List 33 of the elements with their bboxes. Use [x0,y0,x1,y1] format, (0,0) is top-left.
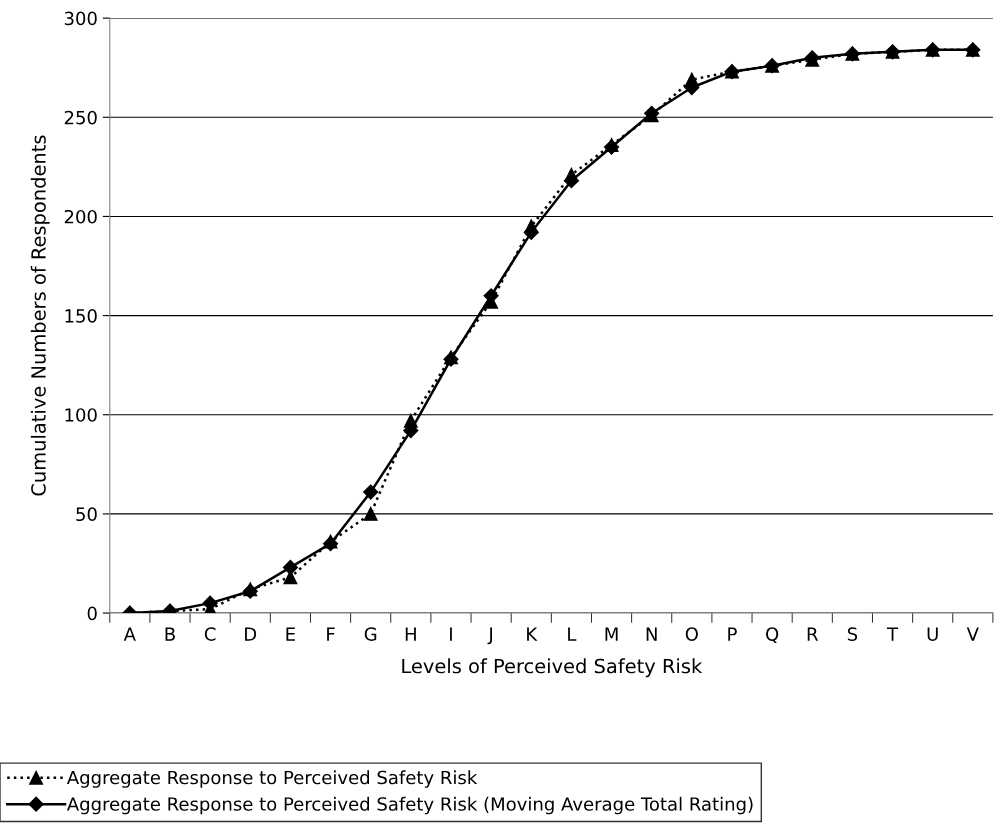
y-tick-label: 50 [76,507,97,522]
y-tick-label: 150 [65,309,97,323]
y-axis-title: Cumulative Numbers of Respondents [30,135,50,496]
x-tick-label: O [685,627,698,641]
x-tick-label: Q [766,627,779,643]
x-tick-label: L [568,627,577,641]
x-tick-label: K [527,627,538,641]
x-tick-label: F [327,627,335,641]
x-tick-label: G [364,627,377,641]
y-tick-label: 250 [64,110,97,125]
x-tick-label: H [405,627,416,641]
x-tick-label: D [245,627,257,641]
x-tick-label: S [847,627,858,641]
x-tick-label: A [123,627,136,641]
x-tick-label: B [165,627,175,641]
x-tick-label: E [286,627,295,641]
y-tick-label: 100 [65,408,97,422]
y-tick-label: 300 [64,11,97,26]
legend-label: Aggregate Response to Perceived Safety Risk (Moving Average Total Rating) [66,796,753,815]
y-tick-label: 200 [64,209,97,224]
x-tick-label: V [966,627,979,641]
x-tick-label: I [450,627,452,641]
x-tick-label: P [728,627,737,641]
x-axis-title: Levels of Perceived Safety Risk [402,658,703,678]
x-tick-label: C [204,627,216,641]
x-tick-label: N [646,627,657,641]
x-tick-label: U [927,627,938,641]
legend-label: Aggregate Response to Perceived Safety Risk [66,770,478,788]
x-tick-label: T [886,627,899,641]
x-tick-label: J [487,627,493,645]
x-tick-label: M [605,627,618,641]
x-tick-label: R [807,627,819,641]
y-tick-label: 0 [87,606,97,621]
